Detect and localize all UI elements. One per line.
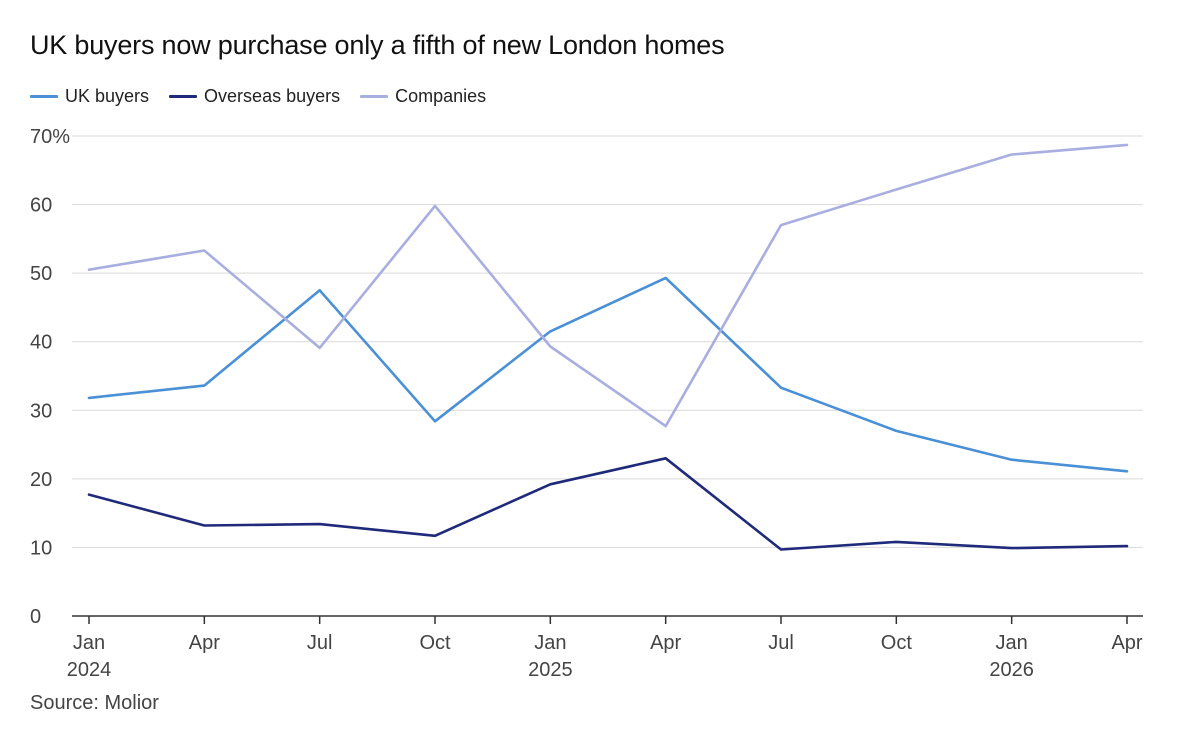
x-axis (72, 615, 1143, 624)
x-tick-month: Oct (419, 632, 451, 654)
y-tick-label: 30 (30, 400, 52, 422)
legend-label: Companies (395, 86, 487, 106)
series-line (87, 143, 1129, 428)
x-tick-year: 2026 (989, 659, 1034, 681)
y-tick-label: 10 (30, 537, 52, 559)
x-tick-month: Jul (307, 632, 333, 654)
x-tick-year: 2024 (67, 659, 112, 681)
legend-swatch (169, 95, 198, 98)
x-tick-month: Jul (768, 632, 794, 654)
y-tick-label: 20 (30, 469, 52, 491)
x-tick-month: Apr (1111, 632, 1142, 654)
x-axis-ticks: Jan 2024 Apr Jul Oct Jan 2025 Apr Jul Oct Jan 2026 A… (67, 632, 1143, 681)
y-tick-label: 40 (30, 332, 52, 354)
series-line (87, 276, 1129, 473)
legend: UK buyers Overseas buyers Companies (30, 86, 506, 107)
legend-label: Overseas buyers (204, 86, 341, 106)
legend-item: Overseas buyers (169, 86, 340, 107)
legend-swatch (30, 95, 58, 98)
x-tick-month: Jan (996, 632, 1028, 654)
source-note: Source: Molior (30, 692, 159, 714)
y-tick-label: 60 (30, 195, 52, 217)
x-tick-month: Jan (73, 632, 105, 654)
x-tick-month: Apr (650, 632, 681, 654)
y-tick-label: 50 (30, 263, 52, 285)
x-tick-month: Apr (189, 632, 220, 654)
legend-item: Companies (360, 86, 486, 107)
legend-label: UK buyers (65, 86, 150, 106)
x-tick-month: Jan (534, 632, 566, 654)
series-lines (87, 143, 1129, 551)
chart-title: UK buyers now purchase only a fifth of n… (30, 30, 725, 60)
y-tick-label: 0 (30, 606, 41, 628)
series-line (87, 456, 1129, 551)
legend-swatch (360, 95, 389, 98)
legend-item: UK buyers (30, 86, 149, 107)
y-axis-ticks: 0 10 20 30 40 50 60 70% (30, 126, 70, 628)
y-tick-label: 70% (30, 126, 70, 148)
x-tick-year: 2025 (528, 659, 573, 681)
gridlines (72, 135, 1143, 548)
x-tick-month: Oct (881, 632, 913, 654)
